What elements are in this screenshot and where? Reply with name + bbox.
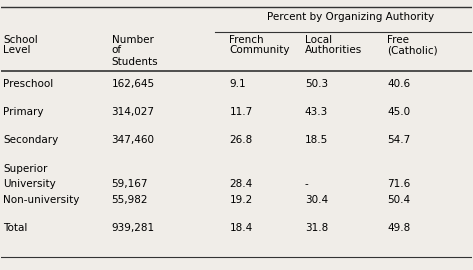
Text: Total: Total	[3, 223, 27, 233]
Text: Students: Students	[112, 57, 158, 67]
Text: 50.4: 50.4	[387, 195, 411, 205]
Text: Secondary: Secondary	[3, 135, 58, 145]
Text: 49.8: 49.8	[387, 223, 411, 233]
Text: 45.0: 45.0	[387, 107, 411, 117]
Text: 19.2: 19.2	[229, 195, 253, 205]
Text: 18.5: 18.5	[305, 135, 328, 145]
Text: 43.3: 43.3	[305, 107, 328, 117]
Text: 18.4: 18.4	[229, 223, 253, 233]
Text: Primary: Primary	[3, 107, 44, 117]
Text: 50.3: 50.3	[305, 79, 328, 89]
Text: 30.4: 30.4	[305, 195, 328, 205]
Text: 11.7: 11.7	[229, 107, 253, 117]
Text: -: -	[305, 179, 309, 189]
Text: Level: Level	[3, 45, 31, 55]
Text: 28.4: 28.4	[229, 179, 253, 189]
Text: 314,027: 314,027	[112, 107, 155, 117]
Text: 347,460: 347,460	[112, 135, 155, 145]
Text: Free: Free	[387, 35, 410, 45]
Text: University: University	[3, 179, 56, 189]
Text: 55,982: 55,982	[112, 195, 148, 205]
Text: 9.1: 9.1	[229, 79, 246, 89]
Text: Superior: Superior	[3, 164, 47, 174]
Text: of: of	[112, 45, 122, 55]
Text: 59,167: 59,167	[112, 179, 148, 189]
Text: Number: Number	[112, 35, 153, 45]
Text: Community: Community	[229, 45, 290, 55]
Text: 54.7: 54.7	[387, 135, 411, 145]
Text: 939,281: 939,281	[112, 223, 155, 233]
Text: Authorities: Authorities	[305, 45, 362, 55]
Text: 40.6: 40.6	[387, 79, 411, 89]
Text: 31.8: 31.8	[305, 223, 328, 233]
Text: School: School	[3, 35, 38, 45]
Text: 162,645: 162,645	[112, 79, 155, 89]
Text: Local: Local	[305, 35, 332, 45]
Text: Non-university: Non-university	[3, 195, 79, 205]
Text: Preschool: Preschool	[3, 79, 53, 89]
Text: French: French	[229, 35, 264, 45]
Text: (Catholic): (Catholic)	[387, 45, 438, 55]
Text: Percent by Organizing Authority: Percent by Organizing Authority	[267, 12, 434, 22]
Text: 71.6: 71.6	[387, 179, 411, 189]
Text: 26.8: 26.8	[229, 135, 253, 145]
